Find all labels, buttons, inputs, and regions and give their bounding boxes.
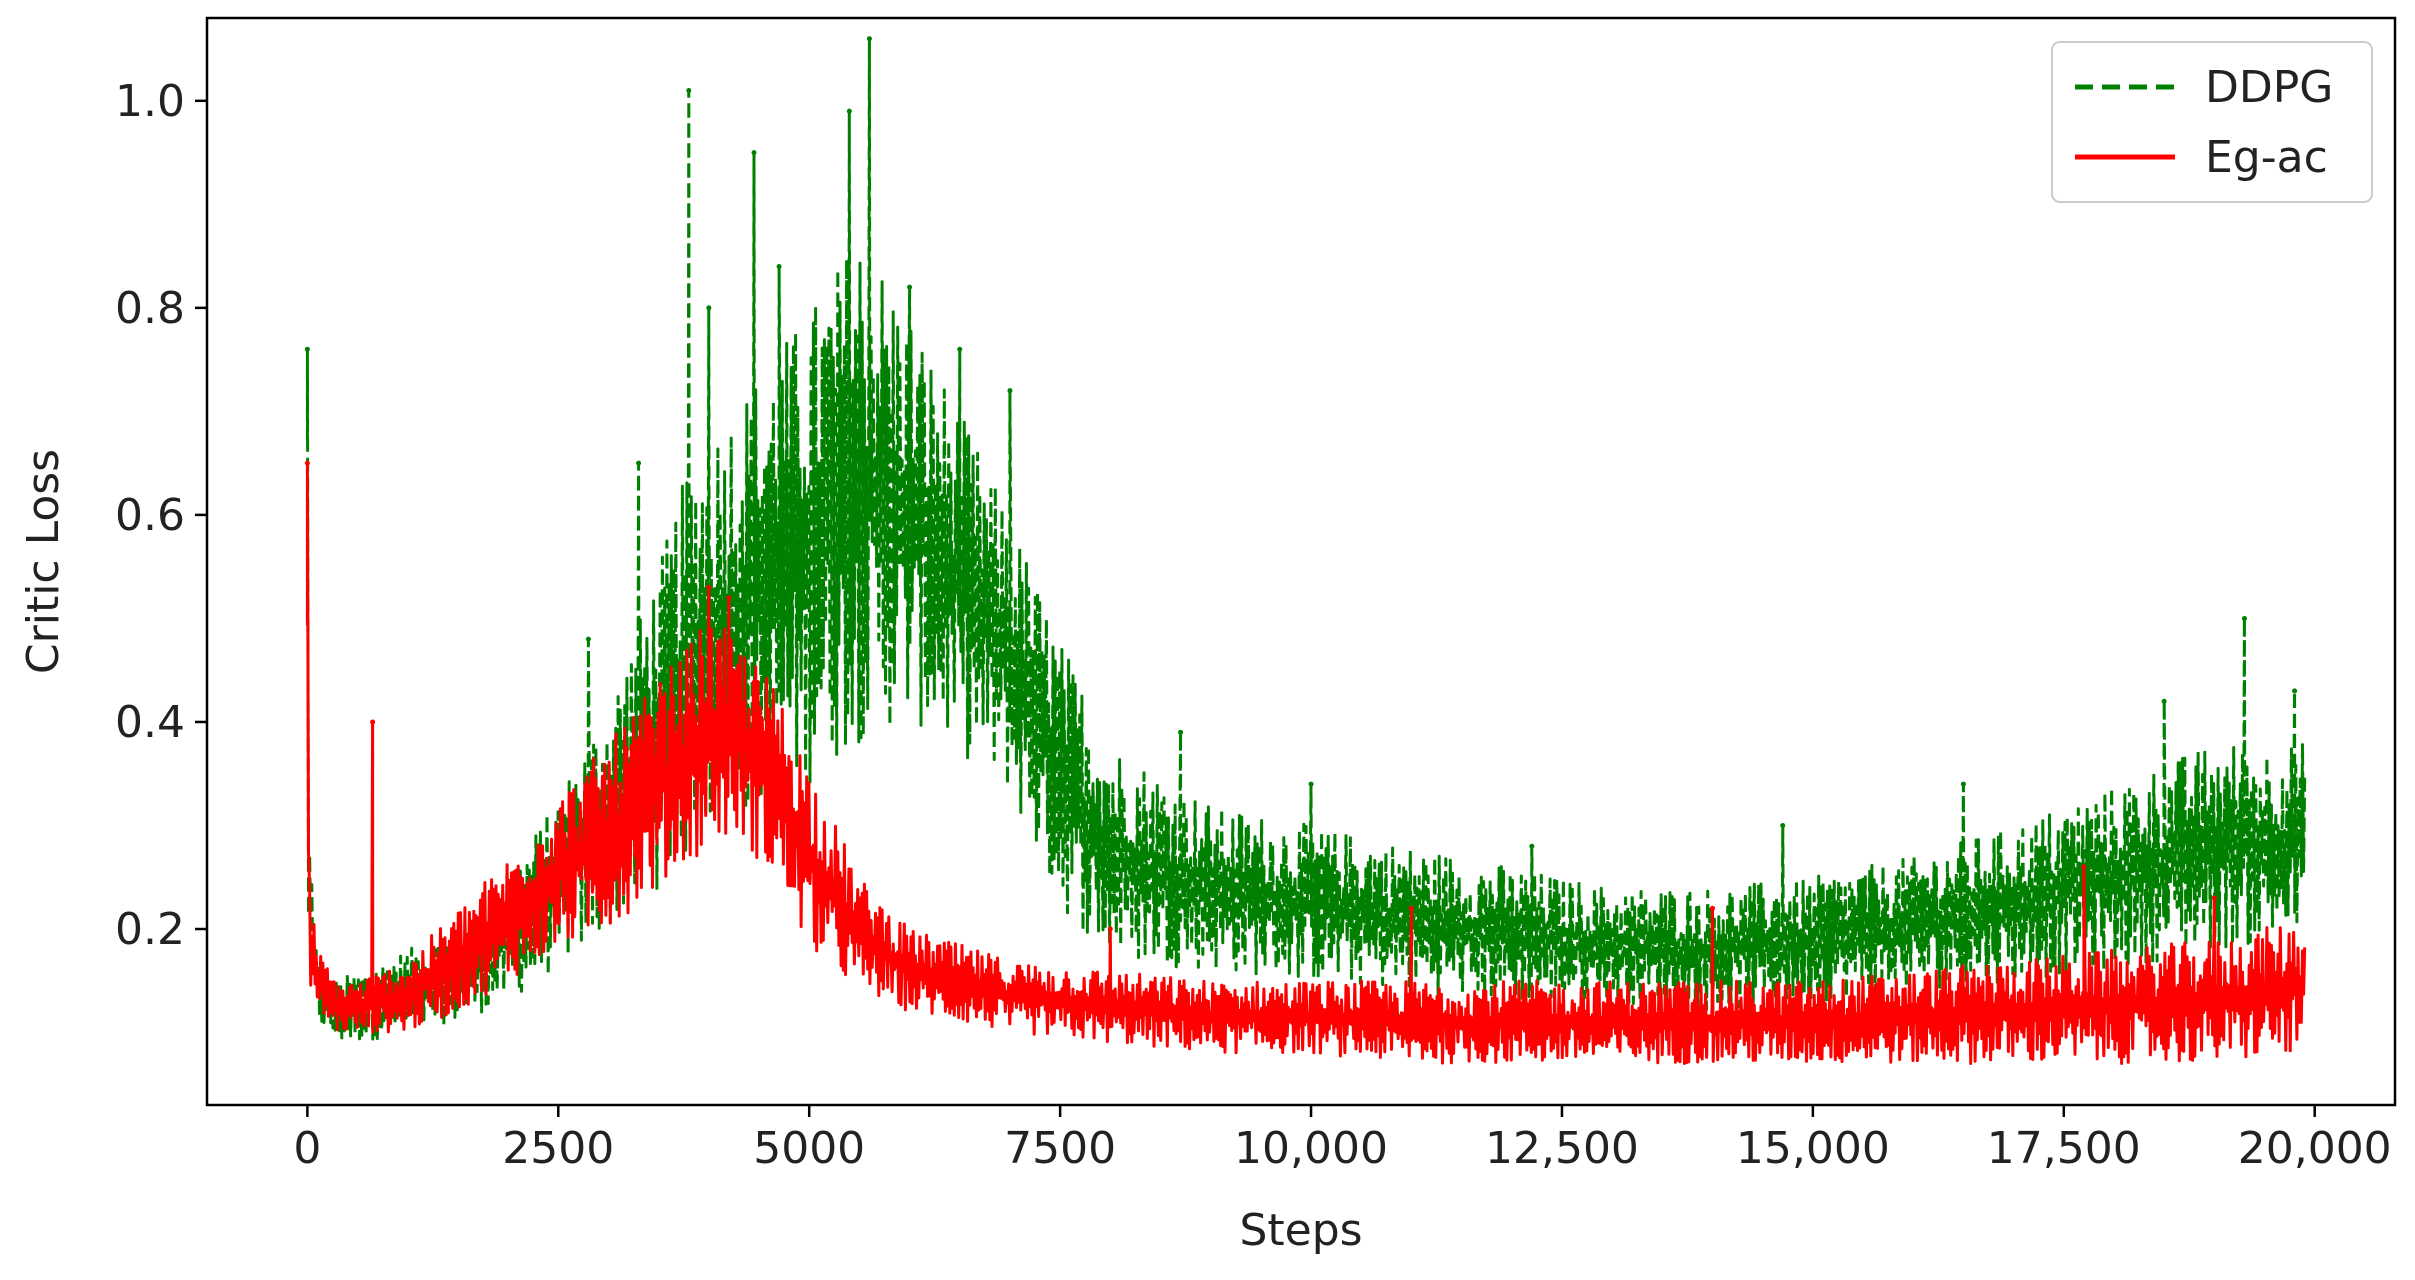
data-point-eg-ac-6 bbox=[1710, 905, 1716, 911]
legend: DDPG Eg-ac bbox=[2051, 41, 2373, 203]
data-point-ddpg-10 bbox=[957, 346, 963, 352]
data-point-eg-ac-2 bbox=[706, 584, 712, 590]
data-point-ddpg-11 bbox=[1007, 388, 1013, 394]
x-tick-label-1: 2500 bbox=[502, 1123, 614, 1174]
plot-frame bbox=[205, 16, 2397, 1107]
x-tick-label-2: 5000 bbox=[753, 1123, 865, 1174]
series-line-eg-ac bbox=[305, 461, 2307, 1065]
data-point-eg-ac-7 bbox=[2081, 864, 2087, 870]
data-point-eg-ac-4 bbox=[1107, 926, 1113, 932]
data-point-ddpg-8 bbox=[866, 36, 872, 42]
data-point-ddpg-7 bbox=[846, 108, 852, 114]
data-point-eg-ac-0 bbox=[304, 460, 310, 466]
x-tick-label-7: 17,500 bbox=[1987, 1123, 2141, 1174]
data-point-ddpg-16 bbox=[1960, 781, 1966, 787]
legend-label-ddpg: DDPG bbox=[2205, 62, 2333, 113]
y-axis-title: Critic Loss bbox=[18, 449, 69, 674]
legend-box bbox=[2051, 41, 2373, 203]
data-point-eg-ac-5 bbox=[1408, 905, 1414, 911]
y-tick-label-4: 1.0 bbox=[115, 76, 185, 127]
series-ddpg bbox=[304, 36, 2307, 1041]
x-tick-label-8: 20,000 bbox=[2238, 1123, 2392, 1174]
x-axis: 0 2500 5000 7500 10,000 12,500 15,000 17,500 20,… bbox=[293, 1105, 2392, 1174]
x-axis-title: Steps bbox=[1239, 1205, 1362, 1256]
data-point-ddpg-0 bbox=[304, 346, 310, 352]
series-eg-ac bbox=[304, 460, 2307, 1065]
data-point-ddpg-17 bbox=[2161, 698, 2167, 704]
series-line-ddpg bbox=[305, 37, 2307, 1041]
data-point-ddpg-15 bbox=[1780, 822, 1786, 828]
data-point-eg-ac-1 bbox=[370, 719, 376, 725]
data-point-ddpg-2 bbox=[636, 460, 642, 466]
data-point-ddpg-18 bbox=[2241, 615, 2247, 621]
data-point-ddpg-19 bbox=[2292, 688, 2298, 694]
data-point-ddpg-6 bbox=[776, 263, 782, 269]
y-tick-label-2: 0.6 bbox=[115, 490, 185, 541]
data-point-ddpg-9 bbox=[907, 284, 913, 290]
x-tick-label-0: 0 bbox=[293, 1123, 321, 1174]
data-point-ddpg-14 bbox=[1529, 843, 1535, 849]
data-point-ddpg-12 bbox=[1178, 729, 1184, 735]
y-tick-label-3: 0.8 bbox=[115, 283, 185, 334]
x-tick-label-3: 7500 bbox=[1004, 1123, 1116, 1174]
x-tick-label-4: 10,000 bbox=[1234, 1123, 1388, 1174]
y-tick-label-1: 0.4 bbox=[115, 697, 185, 748]
data-point-ddpg-5 bbox=[751, 150, 757, 156]
series-layer bbox=[304, 36, 2307, 1065]
data-point-eg-ac-8 bbox=[2211, 895, 2217, 901]
y-axis: 0.2 0.4 0.6 0.8 1.0 bbox=[115, 76, 207, 955]
data-point-ddpg-1 bbox=[585, 636, 591, 642]
y-tick-label-0: 0.2 bbox=[115, 904, 185, 955]
data-point-ddpg-3 bbox=[686, 87, 692, 93]
x-tick-label-5: 12,500 bbox=[1485, 1123, 1639, 1174]
data-point-eg-ac-3 bbox=[726, 595, 732, 601]
x-tick-label-6: 15,000 bbox=[1736, 1123, 1890, 1174]
legend-label-eg-ac: Eg-ac bbox=[2205, 132, 2328, 183]
data-point-ddpg-13 bbox=[1308, 781, 1314, 787]
data-point-ddpg-4 bbox=[706, 305, 712, 311]
